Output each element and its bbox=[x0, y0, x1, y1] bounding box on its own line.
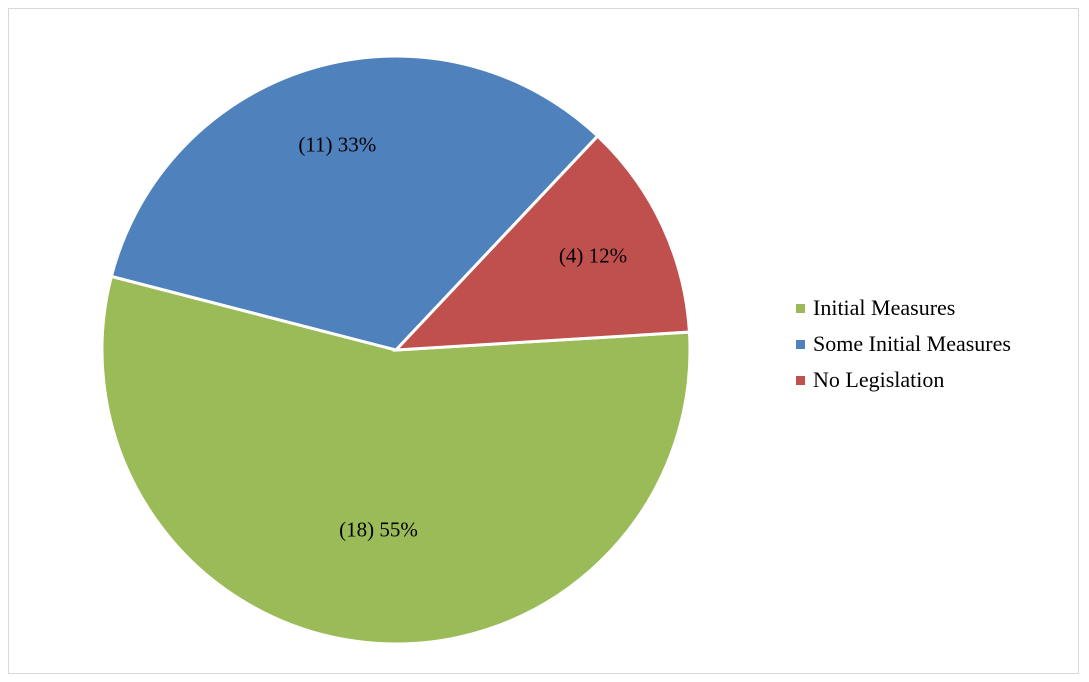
legend-label-no-legislation: No Legislation bbox=[813, 367, 945, 392]
pie-slice-no-legislation bbox=[392, 133, 692, 352]
pie-label-some-initial-measures: (11) 33% bbox=[298, 132, 376, 156]
pie-label-no-legislation: (4) 12% bbox=[559, 244, 627, 268]
legend-label-some-initial-measures: Some Initial Measures bbox=[813, 331, 1011, 356]
legend-swatch-initial-measures bbox=[796, 303, 805, 313]
pie-label-initial-measures: (18) 55% bbox=[339, 517, 418, 541]
legend-item-initial-measures: Initial Measures bbox=[796, 290, 1011, 326]
legend-swatch-no-legislation bbox=[796, 375, 805, 385]
pie-slice-some-initial-measures bbox=[109, 54, 600, 352]
legend-label-initial-measures: Initial Measures bbox=[813, 295, 956, 320]
pie-slice-initial-measures bbox=[100, 274, 692, 646]
legend-swatch-some-initial-measures bbox=[796, 339, 805, 349]
chart-legend: Initial Measures Some Initial Measures N… bbox=[796, 290, 1011, 398]
pie-data-labels: (18) 55% (11) 33% (4) 12% bbox=[298, 132, 627, 541]
legend-item-no-legislation: No Legislation bbox=[796, 362, 1011, 398]
legend-item-some-initial-measures: Some Initial Measures bbox=[796, 326, 1011, 362]
pie-slices bbox=[100, 54, 692, 646]
